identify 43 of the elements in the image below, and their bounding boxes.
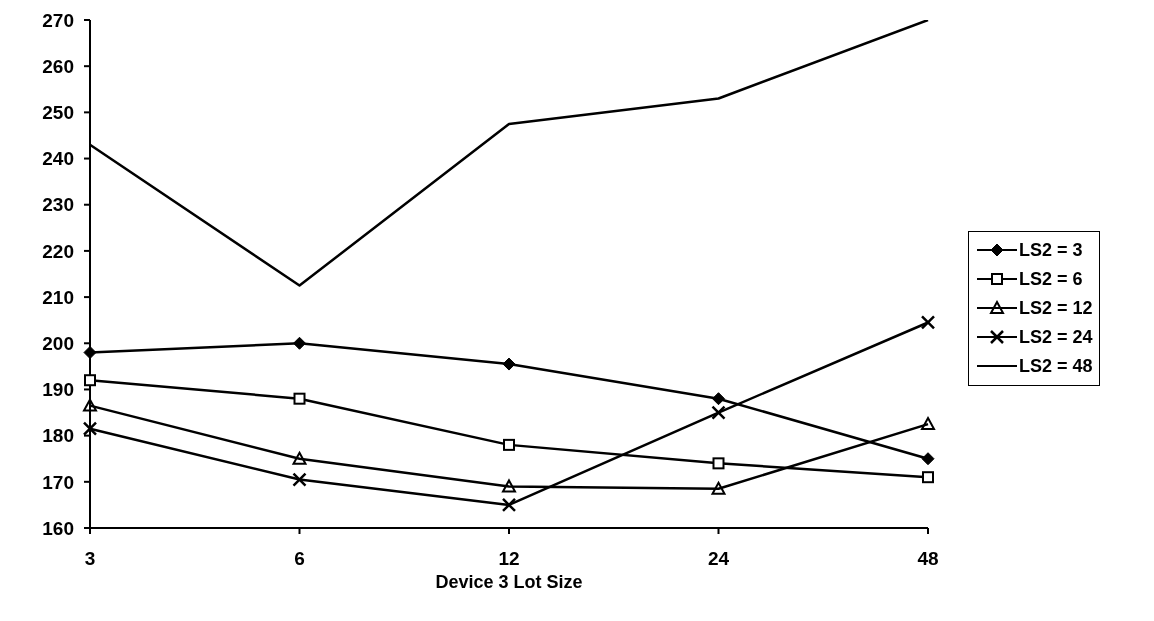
point [920,315,936,330]
point [922,471,934,484]
y-tick-label: 250 [42,102,74,124]
y-tick-label: 190 [42,379,74,401]
y-tick-label: 230 [42,194,74,216]
point [712,392,725,406]
point [293,392,306,405]
y-tick-label: 160 [42,517,74,539]
point [83,398,97,412]
point [292,451,307,465]
point [82,421,98,436]
y-tick-label: 180 [42,425,74,447]
point [502,479,516,493]
y-tick-label: 210 [42,286,74,308]
y-tick-label: 200 [42,333,74,355]
legend-label: LS2 = 24 [1019,326,1093,348]
y-tick-label: 260 [42,55,74,77]
y-tick-label: 240 [42,148,74,170]
point [502,357,516,371]
x-axis-title: Device 3 Lot Size [435,572,583,592]
legend-label: LS2 = 3 [1019,239,1083,261]
x-tick-label: 24 [707,548,730,570]
point [292,472,307,487]
y-tick-label: 170 [42,471,74,493]
legend-label: LS2 = 48 [1019,355,1093,377]
legend-label: LS2 = 6 [1019,268,1083,290]
point [921,452,935,466]
y-tick-label: 220 [42,240,74,262]
point [711,481,726,495]
point [921,417,935,431]
x-tick-label: 6 [294,548,305,570]
x-tick-label: 48 [917,548,939,570]
point [501,497,517,513]
point [293,336,306,350]
y-tick-label: 270 [42,9,74,31]
point [83,346,97,360]
point [84,374,96,387]
x-tick-label: 12 [498,548,520,570]
point [712,457,725,470]
point [503,438,515,451]
legend-label: LS2 = 12 [1019,297,1093,319]
x-tick-label: 3 [84,548,96,570]
point [711,405,726,420]
